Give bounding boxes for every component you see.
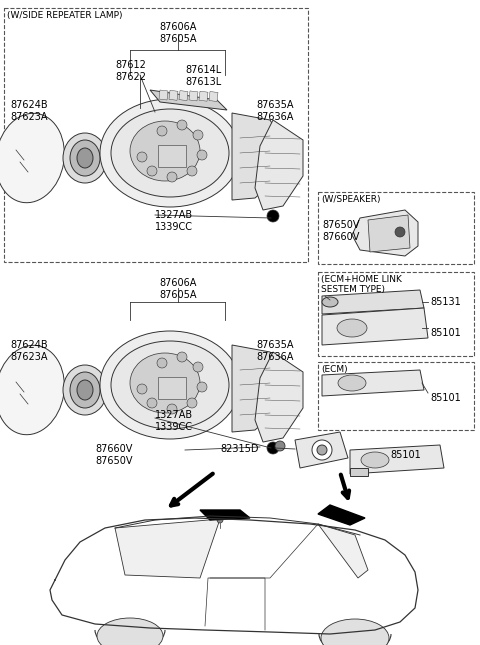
Circle shape: [137, 152, 147, 162]
Polygon shape: [295, 432, 348, 468]
Text: 87624B
87623A: 87624B 87623A: [10, 340, 48, 362]
Polygon shape: [200, 510, 250, 520]
Bar: [158, 145, 186, 167]
Ellipse shape: [337, 319, 367, 337]
Text: 87606A
87605A: 87606A 87605A: [159, 22, 197, 44]
Polygon shape: [150, 90, 227, 110]
Circle shape: [147, 398, 157, 408]
Polygon shape: [209, 92, 218, 101]
Circle shape: [157, 126, 167, 136]
Ellipse shape: [100, 331, 240, 439]
Text: (ECM): (ECM): [321, 365, 348, 374]
Circle shape: [275, 441, 285, 451]
Ellipse shape: [111, 341, 229, 429]
Polygon shape: [232, 113, 282, 200]
Ellipse shape: [322, 297, 338, 307]
Ellipse shape: [338, 375, 366, 391]
Circle shape: [317, 445, 327, 455]
Circle shape: [193, 362, 203, 372]
Ellipse shape: [70, 372, 100, 408]
Polygon shape: [322, 370, 424, 396]
Text: 87606A
87605A: 87606A 87605A: [159, 278, 197, 299]
Text: (W/SPEAKER): (W/SPEAKER): [321, 195, 381, 204]
Circle shape: [137, 384, 147, 394]
Ellipse shape: [70, 140, 100, 176]
Text: 85101: 85101: [390, 450, 421, 460]
Polygon shape: [159, 90, 168, 100]
Text: 87650V
87660V: 87650V 87660V: [322, 220, 360, 242]
Polygon shape: [115, 519, 220, 578]
Polygon shape: [322, 290, 424, 314]
Polygon shape: [255, 120, 303, 210]
Circle shape: [197, 382, 207, 392]
Text: 87624B
87623A: 87624B 87623A: [10, 100, 48, 122]
Ellipse shape: [63, 133, 107, 183]
Ellipse shape: [0, 114, 64, 203]
Text: 85101: 85101: [430, 393, 461, 403]
Circle shape: [197, 150, 207, 160]
Text: 87635A
87636A: 87635A 87636A: [256, 100, 293, 122]
Circle shape: [177, 120, 187, 130]
Circle shape: [193, 130, 203, 140]
Ellipse shape: [97, 618, 163, 645]
Circle shape: [157, 358, 167, 368]
Text: 1327AB
1339CC: 1327AB 1339CC: [155, 410, 193, 432]
Ellipse shape: [361, 452, 389, 468]
Ellipse shape: [0, 345, 64, 435]
Polygon shape: [318, 524, 368, 578]
Ellipse shape: [130, 121, 200, 181]
Bar: [158, 377, 186, 399]
Polygon shape: [255, 352, 303, 442]
Text: 87612
87622: 87612 87622: [115, 60, 146, 82]
Bar: [350, 468, 368, 476]
Polygon shape: [368, 215, 410, 252]
Ellipse shape: [130, 353, 200, 413]
Circle shape: [167, 404, 177, 414]
Circle shape: [187, 166, 197, 176]
Polygon shape: [189, 91, 198, 101]
Circle shape: [217, 517, 223, 523]
Text: 87614L
87613L: 87614L 87613L: [185, 65, 221, 86]
Polygon shape: [199, 91, 208, 101]
Ellipse shape: [321, 619, 389, 645]
Ellipse shape: [111, 109, 229, 197]
Text: (ECM+HOME LINK
SESTEM TYPE): (ECM+HOME LINK SESTEM TYPE): [321, 275, 402, 294]
Text: 82315D: 82315D: [220, 444, 259, 454]
Polygon shape: [232, 345, 282, 432]
Polygon shape: [169, 90, 178, 101]
Circle shape: [267, 210, 279, 222]
Polygon shape: [350, 445, 444, 474]
Circle shape: [395, 227, 405, 237]
Ellipse shape: [77, 380, 93, 400]
Circle shape: [312, 440, 332, 460]
Text: 85131: 85131: [430, 297, 461, 307]
Text: 1327AB
1339CC: 1327AB 1339CC: [155, 210, 193, 232]
Polygon shape: [318, 505, 365, 525]
Circle shape: [167, 172, 177, 182]
Circle shape: [267, 442, 279, 454]
Text: 85101: 85101: [430, 328, 461, 338]
Text: 87660V
87650V: 87660V 87650V: [95, 444, 132, 466]
Text: (W/SIDE REPEATER LAMP): (W/SIDE REPEATER LAMP): [7, 11, 122, 20]
Text: 87635A
87636A: 87635A 87636A: [256, 340, 293, 362]
Polygon shape: [322, 308, 428, 345]
Polygon shape: [179, 90, 188, 101]
Circle shape: [187, 398, 197, 408]
Ellipse shape: [100, 99, 240, 207]
Polygon shape: [352, 210, 418, 256]
Circle shape: [147, 166, 157, 176]
Ellipse shape: [63, 365, 107, 415]
Circle shape: [177, 352, 187, 362]
Ellipse shape: [77, 148, 93, 168]
